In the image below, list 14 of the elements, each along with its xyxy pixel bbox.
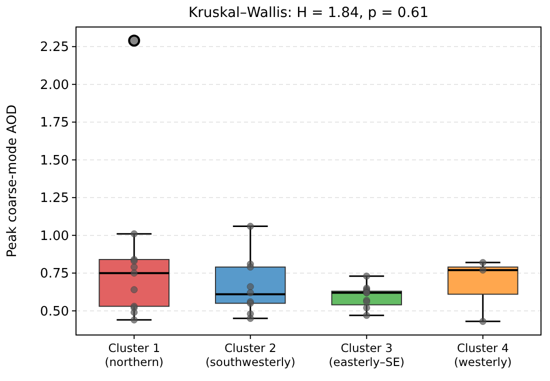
y-tick-label: 2.00 xyxy=(40,78,69,93)
x-tick-label: Cluster 1 (northern) xyxy=(104,341,164,369)
x-tick-label: Cluster 3 (easterly–SE) xyxy=(328,341,404,369)
chart-title: Kruskal–Wallis: H = 1.84, p = 0.61 xyxy=(188,5,429,21)
y-axis-title: Peak coarse-mode AOD xyxy=(5,104,20,258)
y-tick-label: 2.25 xyxy=(40,40,69,56)
y-tick-label: 1.75 xyxy=(40,116,69,131)
y-tick-label: 0.75 xyxy=(40,266,69,282)
y-tick-label: 1.50 xyxy=(40,153,69,168)
y-tick-label: 1.25 xyxy=(40,191,69,206)
y-tick-label: 1.00 xyxy=(40,228,69,244)
x-tick-label: Cluster 2 (southwesterly) xyxy=(205,341,296,369)
x-tick-label: Cluster 4 (westerly) xyxy=(454,341,512,369)
y-tick-label: 0.50 xyxy=(40,304,69,320)
